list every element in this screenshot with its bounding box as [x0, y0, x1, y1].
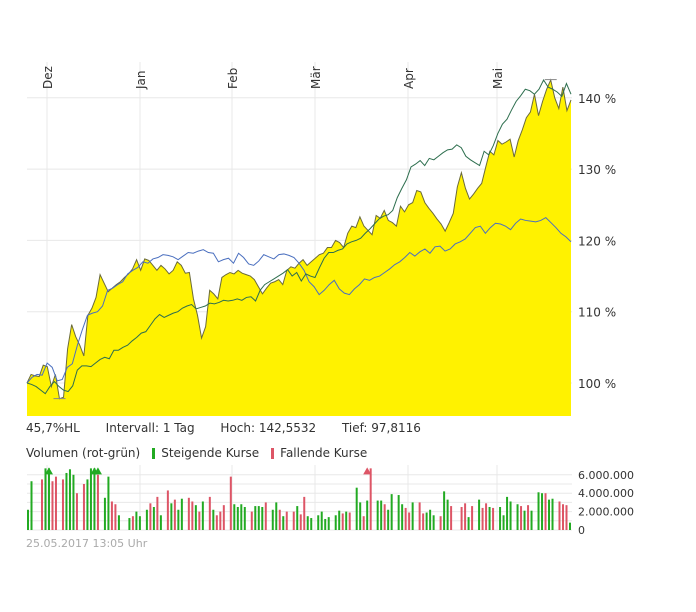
volume-grid-lines [27, 465, 572, 531]
month-label: Dez [41, 66, 55, 89]
volume-axis-label: 0 [578, 524, 585, 537]
month-label: Apr [402, 68, 416, 89]
percent-label: 100 % [578, 377, 616, 391]
comparison-lines [26, 78, 572, 395]
comparison-series-line [26, 78, 572, 395]
month-label: Feb [226, 68, 240, 89]
interval-label: Intervall: 1 Tag [105, 421, 195, 435]
volume-axis-label: 2.000.000 [578, 506, 634, 519]
main-series-fill [27, 80, 571, 416]
volume-legend: Volumen (rot-grün) Steigende Kurse Falle… [26, 446, 379, 460]
comparison-series-line [26, 216, 572, 384]
overflow-arrow-icon [44, 467, 53, 475]
month-label: Jan [134, 71, 148, 91]
percent-label: 120 % [578, 234, 616, 248]
month-label: Mär [309, 66, 323, 89]
percent-label: 130 % [578, 163, 616, 177]
volume-axis-label: 6.000.000 [578, 469, 634, 482]
volume-title: Volumen (rot-grün) [26, 446, 141, 460]
month-label: Mai [491, 68, 505, 89]
percent-label: 140 % [578, 92, 616, 106]
chart-info-row: 45,7%HL Intervall: 1 Tag Hoch: 142,5532 … [26, 421, 443, 435]
volume-bars [27, 467, 571, 530]
overflow-arrow-icon [93, 467, 102, 475]
percent-axis-labels: 100 % 110 % 120 % 130 % 140 % [578, 92, 616, 391]
timestamp: 25.05.2017 13:05 Uhr [26, 537, 148, 550]
rising-swatch-icon [152, 447, 156, 459]
volume-axis-label: 4.000.000 [578, 487, 634, 500]
volume-axis-labels: 0 2.000.000 4.000.000 6.000.000 [578, 469, 634, 537]
high-label: Hoch: 142,5532 [220, 421, 317, 435]
legend-item-rising: Steigende Kurse [152, 446, 259, 460]
overflow-arrow-icon [363, 467, 372, 475]
main-series-area [26, 78, 572, 416]
legend-item-falling: Fallende Kurse [271, 446, 367, 460]
month-axis-labels: Dez Jan Feb Mär Apr Mai [41, 66, 505, 90]
high-low-markers [53, 79, 557, 400]
percent-label: 110 % [578, 306, 616, 320]
falling-swatch-icon [271, 447, 275, 459]
scale-label: 45,7%HL [26, 421, 80, 435]
low-label: Tief: 97,8116 [341, 421, 421, 435]
